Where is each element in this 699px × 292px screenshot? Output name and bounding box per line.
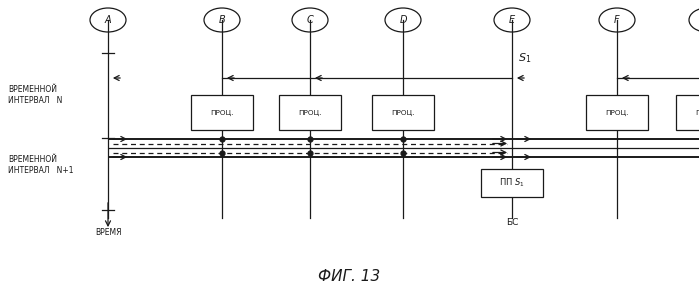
- Bar: [279, 95, 341, 130]
- Text: ВРЕМЕННОЙ
ИНТЕРВАЛ   N: ВРЕМЕННОЙ ИНТЕРВАЛ N: [8, 85, 62, 105]
- Text: A: A: [105, 15, 111, 25]
- Text: ПРОЦ.: ПРОЦ.: [696, 110, 699, 116]
- Bar: [586, 95, 648, 130]
- Text: ПРОЦ.: ПРОЦ.: [391, 110, 415, 116]
- Bar: [372, 95, 434, 130]
- Text: ПРОЦ.: ПРОЦ.: [298, 110, 322, 116]
- Text: F: F: [614, 15, 620, 25]
- Text: D: D: [399, 15, 407, 25]
- Text: ФИГ. 13: ФИГ. 13: [318, 269, 381, 284]
- Text: ПП $S_1$: ПП $S_1$: [499, 177, 525, 189]
- Text: ВРЕМЯ: ВРЕМЯ: [95, 228, 121, 237]
- Text: ПРОЦ.: ПРОЦ.: [605, 110, 628, 116]
- Bar: [676, 95, 699, 130]
- Text: $S_1$: $S_1$: [518, 51, 531, 65]
- Text: B: B: [219, 15, 225, 25]
- Text: БС: БС: [506, 218, 518, 227]
- Text: E: E: [509, 15, 515, 25]
- Text: ПРОЦ.: ПРОЦ.: [210, 110, 233, 116]
- Text: C: C: [307, 15, 313, 25]
- Bar: [191, 95, 253, 130]
- Bar: [481, 169, 543, 197]
- Text: ВРЕМЕННОЙ
ИНТЕРВАЛ   N+1: ВРЕМЕННОЙ ИНТЕРВАЛ N+1: [8, 155, 73, 175]
